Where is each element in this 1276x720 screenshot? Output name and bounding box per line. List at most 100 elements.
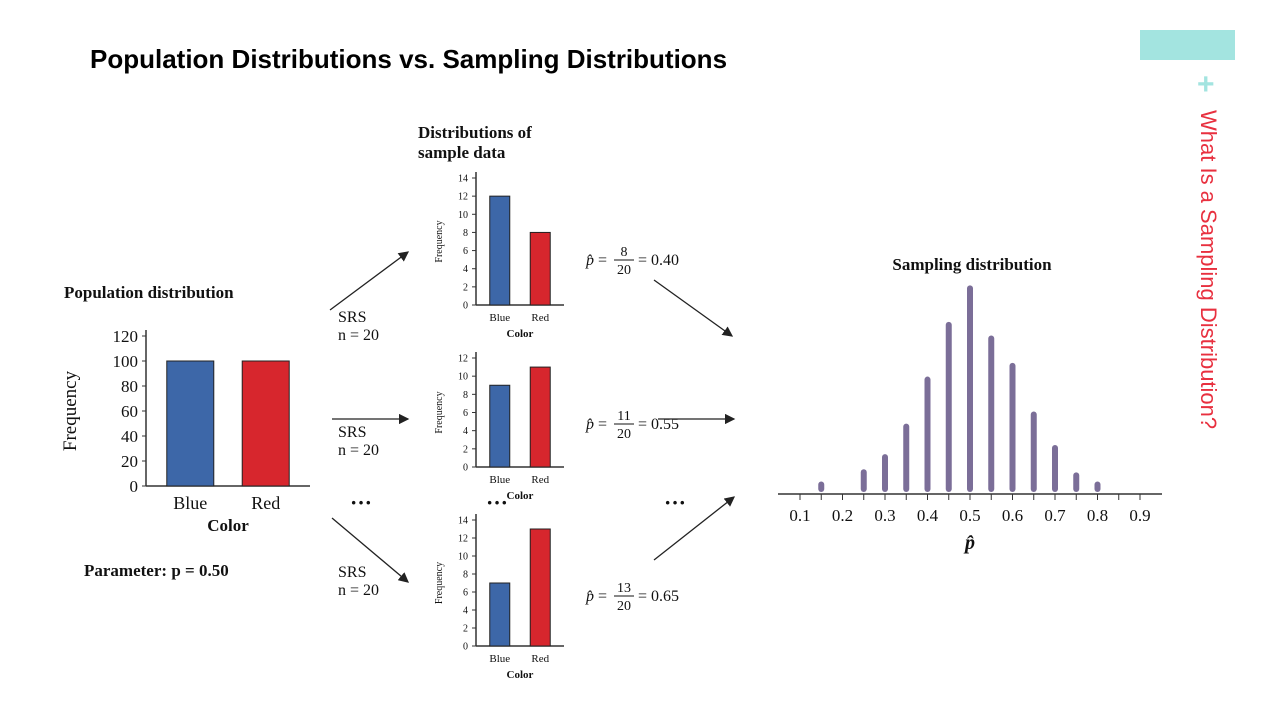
bar-blue (166, 360, 215, 487)
equals-sign: = (598, 416, 607, 433)
arrow (653, 496, 736, 561)
arrow (653, 279, 734, 337)
x-axis-label: Color (507, 328, 534, 340)
category-label: Blue (489, 312, 510, 324)
category-label: Red (531, 312, 549, 324)
x-tick-label: 0.6 (1002, 506, 1023, 525)
y-tick-label: 12 (458, 192, 468, 203)
fraction-numerator: 13 (617, 581, 631, 596)
population-title: Population distribution (64, 283, 234, 302)
side-title: What Is a Sampling Distribution? (1196, 110, 1221, 430)
sample-chart-3: 0 2 4 6 8 10 12 14 Blue Red Color Frequency p̂ = 13 20 =… (434, 514, 679, 681)
fraction-denominator: 20 (617, 599, 631, 614)
srs-label: SRS n = 20 (338, 564, 379, 599)
x-tick-label: 0.2 (832, 506, 853, 525)
p-hat-value: = 0.40 (638, 252, 679, 269)
y-tick-label: 80 (121, 377, 138, 396)
sample-chart-2: 0 2 4 6 8 10 12 Blue Red Color Frequency p̂ = 11 20 = 0… (434, 352, 679, 502)
y-tick-label: 14 (458, 174, 468, 185)
arrow (329, 251, 410, 311)
y-tick-label: 0 (463, 463, 468, 474)
category-label: Red (251, 493, 280, 513)
bar-red (529, 231, 551, 306)
p-hat-symbol: p̂ (585, 416, 594, 433)
sampling-distribution-title: Sampling distribution (892, 255, 1052, 274)
category-label: Blue (489, 474, 510, 486)
population-chart: Population distribution 0 20 40 60 80 100 120 Bl… (60, 283, 310, 580)
srs-label: SRS n = 20 (338, 424, 379, 459)
y-tick-label: 6 (463, 408, 468, 419)
y-tick-label: 100 (113, 352, 139, 371)
fraction-numerator: 11 (617, 409, 630, 424)
y-tick-label: 20 (121, 452, 138, 471)
y-axis-label: Frequency (60, 370, 81, 451)
x-tick-label: 0.7 (1044, 506, 1066, 525)
sampling-distribution-chart: Sampling distribution 0.1 0.2 0.3 0.4 0.5 0.6 0… (778, 255, 1162, 554)
y-tick-label: 8 (463, 228, 468, 239)
y-tick-label: 120 (113, 327, 139, 346)
slide-title: Population Distributions vs. Sampling Di… (90, 44, 728, 74)
sample-chart-1: 0 2 4 6 8 10 12 14 Blue Red Color Frequency p̂ = 8 20 = … (434, 172, 679, 340)
accent-bar (1140, 30, 1235, 60)
fraction-numerator: 8 (621, 245, 628, 260)
y-tick-label: 4 (463, 264, 468, 275)
y-axis-label: Frequency (434, 562, 445, 604)
p-hat-symbol: p̂ (585, 252, 594, 269)
x-tick-label: 0.8 (1087, 506, 1108, 525)
y-tick-label: 40 (121, 427, 138, 446)
bar-blue (489, 582, 511, 647)
samples-heading: Distributions of sample data (418, 123, 532, 162)
x-axis-label: Color (507, 669, 534, 681)
bar-red (529, 366, 551, 468)
category-label: Blue (489, 653, 510, 665)
y-tick-label: 0 (463, 301, 468, 312)
y-tick-label: 2 (463, 282, 468, 293)
y-tick-label: 2 (463, 624, 468, 635)
srs-label: SRS n = 20 (338, 309, 379, 344)
plus-icon: + (1197, 68, 1215, 101)
y-tick-label: 8 (463, 570, 468, 581)
y-tick-label: 14 (458, 516, 468, 527)
equals-sign: = (598, 588, 607, 605)
bar-blue (489, 195, 511, 306)
category-label: Blue (173, 493, 207, 513)
y-tick-label: 6 (463, 246, 468, 257)
category-label: Red (531, 474, 549, 486)
p-hat-annotation: p̂ = 13 20 = 0.65 (585, 581, 679, 614)
x-axis-label: Color (207, 516, 249, 535)
p-hat-symbol: p̂ (585, 588, 594, 605)
p-hat-value: = 0.55 (638, 416, 679, 433)
x-tick-label: 0.5 (959, 506, 980, 525)
y-tick-label: 10 (458, 372, 468, 383)
y-tick-label: 4 (463, 606, 468, 617)
x-axis-label: Color (507, 490, 534, 502)
ellipsis: ··· (664, 490, 686, 515)
fraction-denominator: 20 (617, 263, 631, 278)
x-tick-label: 0.3 (874, 506, 895, 525)
y-tick-label: 0 (463, 642, 468, 653)
y-axis-label: Frequency (434, 391, 445, 433)
x-axis-label: p̂ (963, 532, 975, 554)
fraction-denominator: 20 (617, 427, 631, 442)
bar-red (529, 528, 551, 647)
equals-sign: = (598, 252, 607, 269)
y-tick-label: 2 (463, 444, 468, 455)
p-hat-value: = 0.65 (638, 588, 679, 605)
bar-red (241, 360, 290, 487)
x-tick-label: 0.1 (789, 506, 810, 525)
p-hat-annotation: p̂ = 8 20 = 0.40 (585, 245, 679, 278)
y-tick-label: 60 (121, 402, 138, 421)
parameter-annotation: Parameter: p = 0.50 (84, 561, 229, 580)
y-tick-label: 12 (458, 534, 468, 545)
y-tick-label: 0 (130, 477, 139, 496)
y-tick-label: 12 (458, 354, 468, 365)
ellipsis: ··· (350, 490, 372, 515)
y-tick-label: 4 (463, 426, 468, 437)
y-tick-label: 10 (458, 552, 468, 563)
x-tick-label: 0.4 (917, 506, 939, 525)
y-tick-label: 10 (458, 210, 468, 221)
p-hat-annotation: p̂ = 11 20 = 0.55 (585, 409, 679, 442)
y-axis-label: Frequency (434, 220, 445, 262)
y-tick-label: 8 (463, 390, 468, 401)
